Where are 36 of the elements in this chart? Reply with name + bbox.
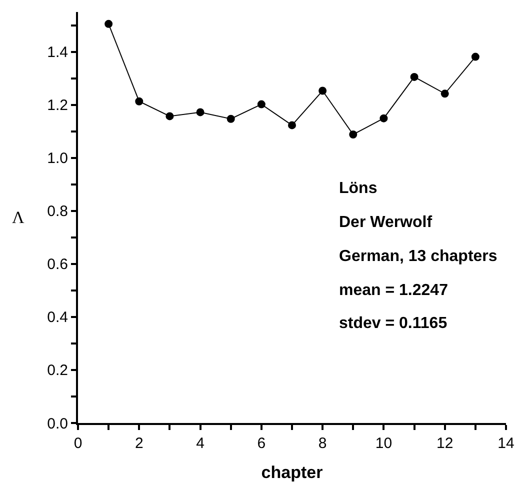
y-tick-label: 0.4	[47, 309, 68, 326]
y-tick-label: 0.2	[47, 362, 68, 380]
point	[349, 130, 358, 138]
x-tick-label: 4	[196, 435, 204, 452]
x-tick-label: 14	[498, 435, 514, 452]
y-tick-label: 1.0	[47, 150, 68, 168]
point	[288, 121, 296, 130]
y-tick-label: 0.6	[47, 256, 68, 274]
x-tick-label: 10	[375, 435, 392, 452]
annotation: German, 13 chapters	[339, 248, 498, 265]
point	[196, 108, 204, 116]
point	[440, 90, 449, 98]
point	[410, 72, 418, 81]
y-tick-label: 0.8	[47, 203, 68, 220]
point	[226, 114, 235, 123]
point	[318, 86, 327, 95]
annotation: stdev = 0.1165	[339, 315, 448, 332]
y-tick-label: 0.0	[47, 415, 68, 432]
x-axis-title: chapter	[261, 462, 324, 482]
point	[471, 52, 480, 61]
point	[257, 100, 266, 108]
point	[380, 114, 388, 122]
x-tick-label: 0	[74, 435, 82, 452]
annotation: Der Werwolf	[339, 214, 433, 231]
x-tick-label: 2	[134, 435, 144, 452]
y-axis-title: Λ	[12, 208, 25, 227]
x-tick-label: 12	[436, 435, 454, 452]
point	[166, 112, 174, 120]
y-tick-label: 1.4	[47, 44, 68, 62]
annotation: mean = 1.2247	[339, 282, 448, 299]
x-tick-label: 6	[257, 435, 266, 452]
x-tick-label: 8	[318, 435, 327, 452]
point	[104, 20, 113, 28]
point	[135, 97, 144, 106]
annotation: Löns	[339, 180, 378, 197]
y-tick-label: 1.2	[47, 97, 68, 114]
